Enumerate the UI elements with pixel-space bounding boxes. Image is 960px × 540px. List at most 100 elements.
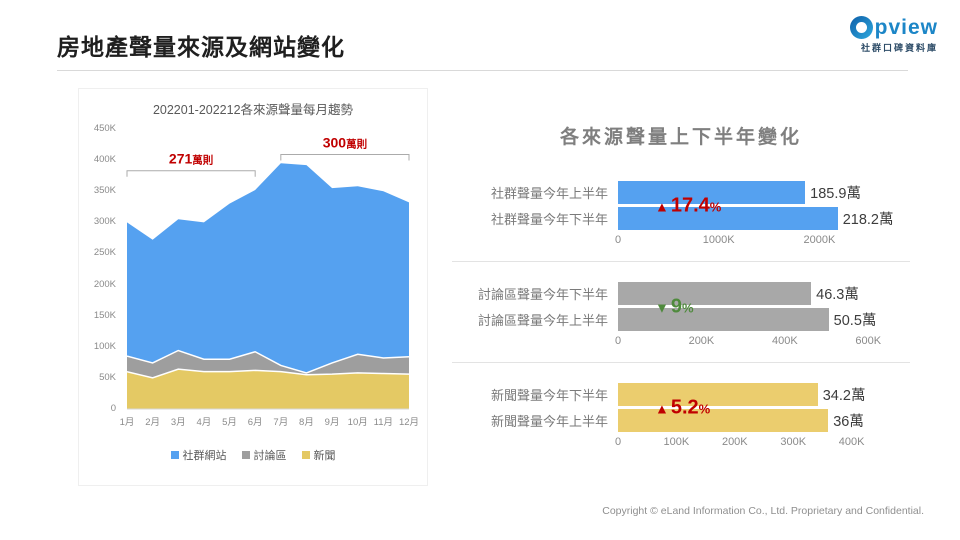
bar-label: 新聞聲量今年上半年 (490, 414, 608, 429)
bar-row: 討論區聲量今年上半年 50.5萬 (452, 308, 910, 331)
axis-tick: 400K (771, 335, 798, 347)
legend-swatch-social (170, 451, 179, 459)
bar-plot: 34.2萬 (618, 383, 910, 406)
change-value: 17.4 (670, 194, 710, 216)
bar-label: 社群聲量今年上半年 (490, 186, 608, 201)
legend-label: 討論區 (253, 450, 287, 462)
opview-logo: pview 社群口碑資料庫 (849, 16, 938, 54)
y-axis-tick: 50K (99, 371, 116, 383)
bar-label: 討論區聲量今年下半年 (477, 287, 608, 302)
bar-group-社群: 社群聲量今年上半年 185.9萬 社群聲量今年下半年 218.2萬 ▲ 17.4% 0 100… (452, 169, 910, 253)
annotation-bracket (126, 170, 256, 177)
bar-row: 討論區聲量今年下半年 46.3萬 (452, 282, 910, 305)
axis-row: 0 100K 200K 300K 400K (614, 436, 910, 451)
x-axis-label: 12月 (398, 417, 420, 428)
bar-fill (618, 383, 818, 406)
bar-rows: 討論區聲量今年下半年 46.3萬討論區聲量今年上半年 50.5萬 ▼ 9% (452, 282, 910, 331)
half-year-chart: 各來源聲量上下半年變化 社群聲量今年上半年 185.9萬 社群聲量今年下半年 218.… (452, 108, 910, 455)
bar-row: 新聞聲量今年下半年 34.2萬 (452, 383, 910, 406)
bar-row: 新聞聲量今年上半年 36萬 (452, 409, 910, 432)
area-social (127, 163, 409, 409)
change-indicator: ▲ 5.2% (655, 396, 710, 419)
axis-tick: 300K (780, 436, 807, 448)
bar-rows: 新聞聲量今年下半年 34.2萬新聞聲量今年上半年 36萬 ▲ 5.2% (452, 383, 910, 432)
logo-tagline: 社群口碑資料庫 (860, 43, 938, 53)
x-axis-label: 10月 (347, 417, 368, 428)
bar-fill (618, 308, 829, 331)
trend-x-axis: 1月 2月 3月 4月 5月 6月 7月 8月 9月 10月 11月 12月 (120, 414, 419, 428)
change-unit: % (681, 300, 694, 315)
annotation-bracket (280, 154, 410, 161)
bar-fill (618, 181, 806, 204)
y-axis-tick: 400K (93, 154, 116, 166)
bar-value: 218.2萬 (842, 212, 894, 228)
bar-label: 社群聲量今年下半年 (490, 212, 608, 227)
trend-legend: 社群網站 討論區 新聞 (79, 447, 427, 463)
change-value: 9 (670, 295, 682, 317)
change-indicator: ▲ 17.4% (655, 194, 721, 217)
x-axis-label: 1月 (119, 417, 135, 428)
legend-item: 新聞 (301, 447, 336, 463)
group-divider (452, 261, 910, 262)
axis-tick: 1000K (702, 234, 735, 246)
annotation-label: 271萬則 (169, 151, 213, 167)
x-axis-label: 7月 (273, 417, 289, 428)
y-axis-tick: 150K (93, 309, 116, 321)
bar-value: 36萬 (833, 414, 864, 430)
bar-plot: 36萬 (618, 409, 910, 432)
legend-swatch-forum (241, 451, 250, 459)
bar-value: 46.3萬 (816, 287, 859, 303)
x-axis-label: 6月 (247, 417, 263, 428)
change-unit: % (698, 401, 711, 416)
bar-label: 新聞聲量今年下半年 (490, 388, 608, 403)
legend-item: 社群網站 (170, 447, 227, 463)
down-triangle-icon: ▼ (655, 299, 669, 315)
logo-row: pview (849, 16, 938, 39)
group-divider (452, 362, 910, 363)
bar-value: 34.2萬 (822, 388, 866, 404)
footer-copyright: Copyright © eLand Information Co., Ltd. … (602, 505, 924, 517)
trend-y-axis: 450K 400K 350K 300K 250K 200K 150K 100K 50K 0 (79, 123, 121, 414)
x-axis-label: 3月 (170, 417, 186, 428)
change-unit: % (709, 199, 722, 214)
x-axis-label: 2月 (145, 417, 161, 428)
bar-fill (618, 282, 812, 305)
bar-row: 社群聲量今年下半年 218.2萬 (452, 207, 910, 230)
bar-plot: 185.9萬 (618, 181, 910, 204)
y-axis-tick: 200K (93, 278, 116, 290)
legend-item: 討論區 (241, 447, 287, 463)
legend-swatch-news (301, 451, 310, 459)
trend-chart-card: 202201-202212各來源聲量每月趨勢 450K 400K 350K 300K 2… (78, 88, 428, 486)
y-axis-tick: 100K (93, 340, 116, 352)
bar-fill (618, 409, 829, 432)
axis-tick: 200K (721, 436, 748, 448)
bar-plot: 50.5萬 (618, 308, 910, 331)
axis-tick: 0 (614, 335, 622, 347)
x-axis-label: 5月 (222, 417, 237, 428)
bar-group-討論區: 討論區聲量今年下半年 46.3萬討論區聲量今年上半年 50.5萬 ▼ 9% 0 200K 40… (452, 270, 910, 354)
x-axis-label: 8月 (299, 417, 314, 428)
area-top-line-forum (126, 349, 410, 374)
axis-tick: 0 (614, 436, 622, 448)
y-axis-tick: 350K (93, 185, 116, 197)
change-value: 5.2 (670, 396, 699, 418)
bar-fill (618, 207, 838, 230)
annotation-label: 300萬則 (323, 135, 367, 151)
x-axis-label: 4月 (196, 417, 212, 428)
half-year-title: 各來源聲量上下半年變化 (559, 127, 802, 148)
axis-row: 0 200K 400K 600K (614, 335, 910, 350)
bar-row: 社群聲量今年上半年 185.9萬 (452, 181, 910, 204)
bar-label: 討論區聲量今年上半年 (477, 313, 608, 328)
area-top-line-news (126, 368, 410, 379)
title-divider (57, 70, 908, 71)
page-title: 房地產聲量來源及網站變化 (57, 34, 345, 60)
bar-value: 50.5萬 (833, 313, 877, 329)
trend-plot-svg: 271萬則 300萬則 (126, 135, 410, 410)
half-year-groups: 社群聲量今年上半年 185.9萬 社群聲量今年下半年 218.2萬 ▲ 17.4% 0 100… (452, 169, 910, 455)
trend-chart-title: 202201-202212各來源聲量每月趨勢 (152, 103, 354, 117)
axis-row: 0 1000K 2000K (615, 234, 910, 249)
y-axis-tick: 450K (93, 123, 116, 134)
axis-tick: 200K (688, 335, 715, 347)
y-axis-tick: 0 (110, 403, 116, 414)
axis-tick: 400K (838, 436, 865, 448)
